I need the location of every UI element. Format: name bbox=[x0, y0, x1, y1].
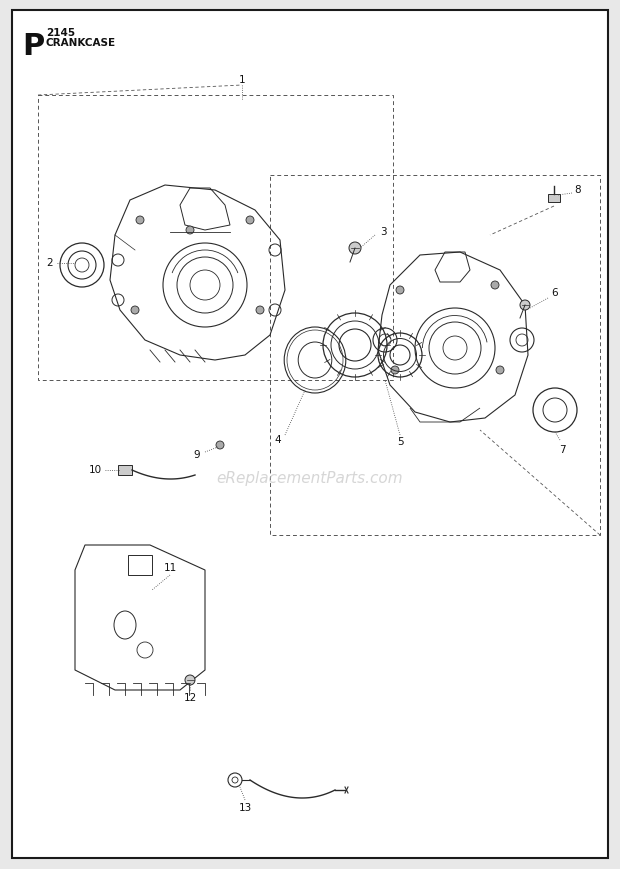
Text: 7: 7 bbox=[559, 445, 565, 455]
Bar bbox=[38, 95, 393, 380]
Bar bbox=[270, 175, 600, 535]
Text: P: P bbox=[22, 32, 44, 61]
Text: 8: 8 bbox=[575, 185, 582, 195]
Circle shape bbox=[496, 366, 504, 374]
Text: 9: 9 bbox=[193, 450, 200, 460]
Text: 6: 6 bbox=[552, 288, 559, 298]
Text: 12: 12 bbox=[184, 693, 197, 703]
Text: 5: 5 bbox=[397, 437, 404, 447]
Circle shape bbox=[391, 366, 399, 374]
Circle shape bbox=[185, 675, 195, 685]
Text: 1: 1 bbox=[239, 75, 246, 85]
Text: eReplacementParts.com: eReplacementParts.com bbox=[216, 470, 404, 486]
Bar bbox=[128, 555, 152, 575]
Text: 10: 10 bbox=[89, 465, 102, 475]
Text: 4: 4 bbox=[275, 435, 281, 445]
Text: 2: 2 bbox=[46, 258, 53, 268]
Bar bbox=[118, 465, 132, 475]
Text: 3: 3 bbox=[379, 227, 386, 237]
Text: 2145: 2145 bbox=[46, 28, 75, 38]
Circle shape bbox=[256, 306, 264, 314]
Bar bbox=[548, 194, 560, 202]
Circle shape bbox=[216, 441, 224, 449]
Circle shape bbox=[396, 286, 404, 294]
Circle shape bbox=[136, 216, 144, 224]
Circle shape bbox=[131, 306, 139, 314]
Circle shape bbox=[186, 226, 194, 234]
Text: 11: 11 bbox=[164, 563, 177, 573]
Circle shape bbox=[520, 300, 530, 310]
Circle shape bbox=[491, 281, 499, 289]
Text: CRANKCASE: CRANKCASE bbox=[46, 38, 116, 48]
Circle shape bbox=[246, 216, 254, 224]
Text: 13: 13 bbox=[238, 803, 252, 813]
Circle shape bbox=[349, 242, 361, 254]
